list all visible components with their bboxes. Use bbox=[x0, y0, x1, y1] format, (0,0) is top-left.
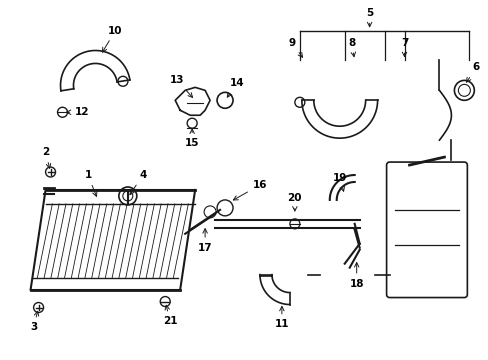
Text: 2: 2 bbox=[42, 147, 51, 168]
Text: 18: 18 bbox=[349, 262, 363, 289]
Text: 7: 7 bbox=[400, 37, 407, 57]
Text: 11: 11 bbox=[274, 306, 288, 329]
Text: 14: 14 bbox=[227, 78, 244, 97]
Text: 3: 3 bbox=[30, 311, 39, 332]
Text: 20: 20 bbox=[287, 193, 302, 211]
Text: 13: 13 bbox=[170, 75, 192, 98]
Text: 21: 21 bbox=[163, 305, 177, 327]
Text: 1: 1 bbox=[84, 170, 97, 196]
Text: 12: 12 bbox=[66, 107, 89, 117]
Text: 15: 15 bbox=[184, 129, 199, 148]
Text: 17: 17 bbox=[197, 229, 212, 253]
Text: 10: 10 bbox=[102, 26, 122, 52]
Text: 9: 9 bbox=[288, 37, 302, 57]
Text: 19: 19 bbox=[332, 173, 346, 191]
Text: 8: 8 bbox=[347, 37, 355, 57]
Text: 16: 16 bbox=[233, 180, 266, 200]
Text: 6: 6 bbox=[466, 62, 479, 82]
Text: 4: 4 bbox=[130, 170, 146, 195]
Text: 5: 5 bbox=[366, 8, 372, 27]
